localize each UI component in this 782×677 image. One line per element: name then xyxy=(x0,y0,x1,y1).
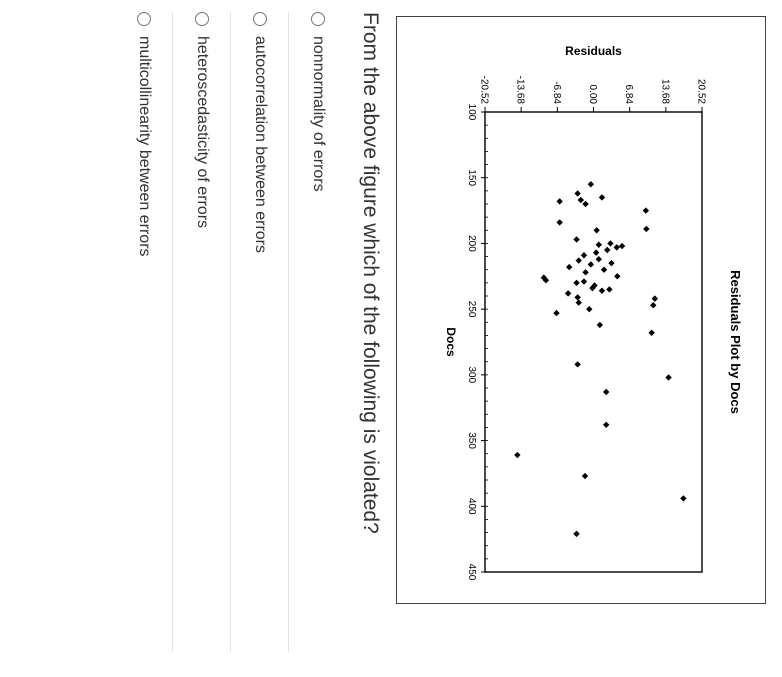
data-point xyxy=(598,194,606,201)
data-point xyxy=(596,321,604,329)
data-point xyxy=(556,198,563,205)
data-point xyxy=(587,181,595,188)
data-point xyxy=(574,190,581,197)
x-axis-label: Docs xyxy=(444,327,458,357)
data-point xyxy=(606,286,613,293)
data-point xyxy=(595,256,602,263)
x-tick-label: 150 xyxy=(466,169,477,186)
data-point xyxy=(564,290,572,297)
data-point xyxy=(582,269,589,276)
chart-svg: Residuals Plot by Docs 100 150 200 250 300 350… xyxy=(444,44,743,581)
x-tick-label: 400 xyxy=(466,498,477,515)
data-point xyxy=(600,266,608,273)
option-label: nonnormality of errors xyxy=(310,36,327,192)
data-point xyxy=(592,249,600,256)
data-point xyxy=(608,259,615,267)
data-point xyxy=(586,305,593,313)
question-text: From the above figure which of the follo… xyxy=(359,12,382,534)
data-point xyxy=(613,244,620,251)
data-point xyxy=(575,257,582,264)
option-nonnormality[interactable]: nonnormality of errors xyxy=(290,12,346,652)
data-point xyxy=(573,530,580,538)
y-tick-label: -13.68 xyxy=(515,76,526,105)
data-point xyxy=(573,236,580,243)
data-point xyxy=(607,240,614,247)
data-point xyxy=(565,263,573,271)
radio-circle-icon[interactable] xyxy=(195,12,209,26)
option-label: multicollinearity between errors xyxy=(136,36,153,257)
data-point xyxy=(642,207,650,214)
data-point xyxy=(556,219,563,226)
radio-circle-icon[interactable] xyxy=(253,12,267,26)
y-tick-label: 13.68 xyxy=(659,79,670,104)
data-point xyxy=(648,329,655,336)
data-point xyxy=(680,495,687,502)
option-divider xyxy=(230,12,231,652)
option-multicollinearity[interactable]: multicollinearity between errors xyxy=(116,12,172,652)
data-point xyxy=(580,252,588,259)
data-point xyxy=(553,309,560,317)
data-point xyxy=(577,196,585,204)
option-divider xyxy=(288,12,289,652)
chart-title: Residuals Plot by Docs xyxy=(728,270,743,414)
data-point xyxy=(587,261,595,268)
data-point xyxy=(573,279,580,287)
x-tick-label: 100 xyxy=(466,104,477,121)
x-tick-label: 300 xyxy=(466,367,477,384)
data-point xyxy=(602,388,610,396)
option-label: autocorrelation between errors xyxy=(252,36,269,254)
option-autocorrelation[interactable]: autocorrelation between errors xyxy=(232,12,288,652)
data-point xyxy=(602,421,610,428)
y-tick-label: 0.00 xyxy=(587,85,598,105)
y-tick-label: -6.84 xyxy=(551,81,562,104)
data-point xyxy=(665,374,672,381)
y-tick-label: 6.84 xyxy=(623,85,634,105)
option-divider xyxy=(172,12,173,652)
data-point xyxy=(582,200,589,208)
radio-circle-icon[interactable] xyxy=(137,12,151,26)
x-tick-label: 350 xyxy=(466,432,477,449)
x-tick-label: 200 xyxy=(466,235,477,252)
x-tick-label: 450 xyxy=(466,564,477,581)
data-point xyxy=(593,227,600,234)
radio-circle-icon[interactable] xyxy=(311,12,325,26)
data-point xyxy=(604,246,611,254)
data-point xyxy=(651,295,659,302)
option-heteroscedasticity[interactable]: heteroscedasticity of errors xyxy=(174,12,230,652)
data-point xyxy=(574,294,581,301)
data-point xyxy=(643,225,650,233)
y-tick-label: -20.52 xyxy=(479,76,490,105)
data-point xyxy=(575,299,582,306)
x-tick-label: 250 xyxy=(466,301,477,318)
data-point xyxy=(574,361,581,368)
data-point xyxy=(614,273,621,280)
data-point xyxy=(618,242,626,250)
data-point xyxy=(580,278,588,285)
data-point xyxy=(581,472,589,480)
residuals-chart: Residuals Plot by Docs 100 150 200 250 300 350… xyxy=(396,16,766,604)
data-point xyxy=(598,287,606,294)
data-point xyxy=(595,241,602,248)
data-point xyxy=(650,302,657,309)
option-label: heteroscedasticity of errors xyxy=(194,36,211,229)
plot-area-border xyxy=(484,111,703,573)
data-point xyxy=(514,451,521,459)
y-tick-label: 20.52 xyxy=(696,79,707,104)
y-axis-label: Residuals xyxy=(565,44,622,58)
